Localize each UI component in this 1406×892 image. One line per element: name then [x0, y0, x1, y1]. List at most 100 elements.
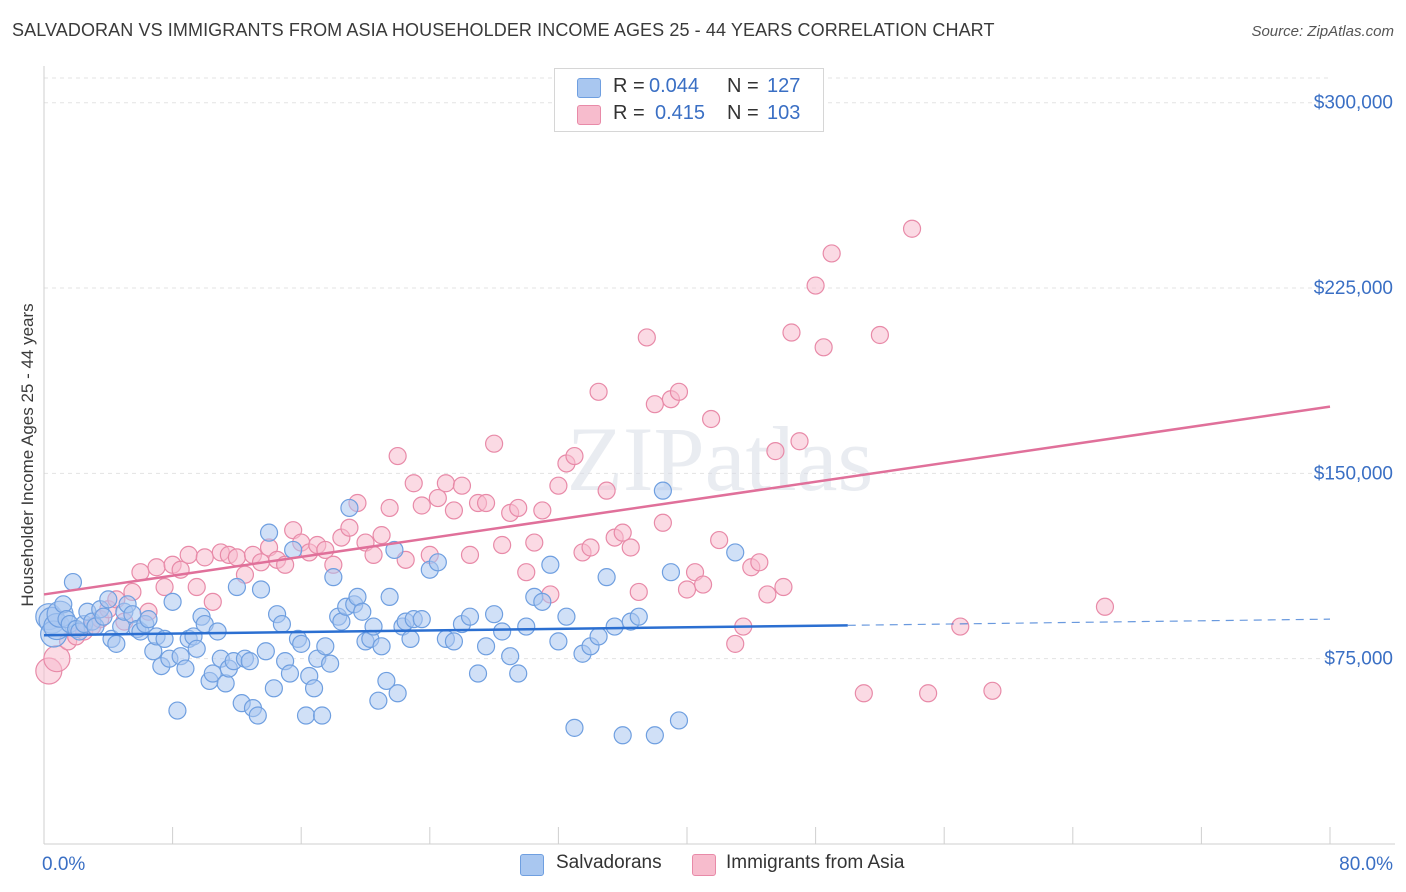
point-salvadorans: [533, 592, 552, 611]
point-immigrants-from-asia: [452, 476, 472, 495]
y-tick-label: $300,000: [1314, 93, 1393, 114]
point-immigrants-from-asia: [774, 577, 793, 597]
point-salvadorans: [517, 617, 536, 636]
point-immigrants-from-asia: [380, 498, 399, 518]
point-salvadorans: [468, 664, 488, 683]
point-immigrants-from-asia: [822, 244, 841, 263]
series-salvadorans: [35, 481, 745, 745]
point-immigrants-from-asia: [412, 496, 431, 515]
x-tick-labels: 0.0% 80.0%: [42, 854, 1393, 875]
point-salvadorans: [428, 553, 447, 572]
point-salvadorans: [187, 639, 206, 658]
point-immigrants-from-asia: [517, 563, 536, 582]
point-immigrants-from-asia: [493, 535, 512, 555]
point-immigrants-from-asia: [919, 684, 938, 703]
point-immigrants-from-asia: [814, 338, 833, 357]
legend-n-value: 103: [767, 102, 801, 124]
point-salvadorans: [139, 610, 158, 629]
point-salvadorans: [597, 568, 616, 587]
point-salvadorans: [240, 652, 259, 671]
point-salvadorans: [304, 679, 324, 698]
point-salvadorans: [94, 607, 113, 626]
watermark: ZIPatlas: [567, 408, 874, 510]
point-immigrants-from-asia: [485, 434, 504, 453]
point-salvadorans: [264, 679, 283, 698]
y-axis-label: Householder Income Ages 25 - 44 years: [18, 303, 37, 607]
legend-n-label: N =: [727, 102, 759, 124]
point-salvadorans: [168, 701, 187, 720]
point-salvadorans: [565, 718, 584, 737]
y-tick-labels: $75,000 $150,000 $225,000 $300,000: [1314, 93, 1393, 670]
legend-r-value: 0.044: [649, 75, 700, 97]
point-immigrants-from-asia: [637, 328, 656, 347]
point-immigrants-from-asia: [766, 442, 785, 461]
point-immigrants-from-asia: [645, 395, 664, 414]
point-salvadorans: [353, 602, 372, 621]
point-salvadorans: [380, 587, 399, 607]
point-salvadorans: [340, 498, 359, 518]
point-immigrants-from-asia: [131, 563, 150, 582]
trend-line-salvadorans: [43, 624, 848, 637]
legend-r-label: R =: [613, 75, 645, 97]
point-salvadorans: [377, 671, 396, 691]
point-salvadorans: [372, 637, 391, 656]
chart-title: SALVADORAN VS IMMIGRANTS FROM ASIA HOUSE…: [12, 20, 995, 40]
point-immigrants-from-asia: [187, 577, 206, 597]
point-salvadorans: [645, 726, 664, 745]
point-immigrants-from-asia: [589, 382, 608, 401]
point-salvadorans: [476, 637, 496, 656]
point-salvadorans: [401, 629, 420, 649]
point-immigrants-from-asia: [565, 446, 584, 466]
point-salvadorans: [412, 610, 431, 629]
point-immigrants-from-asia: [1095, 597, 1115, 616]
point-immigrants-from-asia: [726, 634, 745, 653]
point-immigrants-from-asia: [581, 538, 600, 557]
point-immigrants-from-asia: [613, 523, 632, 542]
point-salvadorans: [589, 627, 608, 646]
point-immigrants-from-asia: [806, 276, 825, 295]
point-immigrants-from-asia: [669, 382, 689, 401]
point-immigrants-from-asia: [702, 409, 721, 429]
point-salvadorans: [292, 634, 311, 653]
point-salvadorans: [227, 577, 246, 597]
point-salvadorans: [629, 607, 648, 626]
bottom-legend-label: Salvadorans: [556, 852, 662, 873]
legend: R = 0.044 N = 127 R = 0.415 N = 103: [554, 68, 824, 132]
point-salvadorans: [669, 711, 689, 730]
y-tick-label: $75,000: [1324, 649, 1393, 670]
point-immigrants-from-asia: [364, 545, 383, 564]
point-immigrants-from-asia: [621, 538, 640, 557]
trend-line-salvadorans-extension: [847, 618, 1331, 626]
point-immigrants-from-asia: [372, 526, 391, 545]
point-immigrants-from-asia: [629, 582, 648, 602]
point-salvadorans: [369, 691, 388, 710]
legend-swatch-salvadorans: [577, 78, 601, 98]
point-immigrants-from-asia: [388, 446, 407, 466]
point-immigrants-from-asia: [227, 548, 246, 567]
point-immigrants-from-asia: [509, 498, 528, 518]
point-salvadorans: [653, 481, 672, 500]
point-salvadorans: [661, 563, 681, 582]
point-immigrants-from-asia: [750, 553, 769, 572]
point-salvadorans: [388, 684, 407, 703]
point-immigrants-from-asia: [436, 474, 455, 493]
point-immigrants-from-asia: [316, 540, 335, 560]
point-salvadorans: [549, 632, 568, 651]
point-salvadorans: [208, 622, 227, 641]
bottom-legend-label: Immigrants from Asia: [726, 852, 905, 873]
point-salvadorans: [321, 654, 340, 673]
point-salvadorans: [385, 540, 404, 560]
point-immigrants-from-asia: [902, 219, 922, 238]
point-immigrants-from-asia: [155, 577, 174, 597]
point-immigrants-from-asia: [533, 501, 552, 520]
point-salvadorans: [557, 607, 576, 626]
point-immigrants-from-asia: [340, 518, 359, 537]
point-immigrants-from-asia: [147, 558, 166, 577]
point-immigrants-from-asia: [854, 684, 873, 703]
legend-n-label: N =: [727, 75, 759, 97]
point-salvadorans: [63, 572, 83, 592]
trend-line-immigrants-from-asia: [43, 405, 1331, 596]
point-salvadorans: [216, 674, 235, 693]
point-salvadorans: [284, 540, 303, 560]
point-salvadorans: [541, 555, 560, 574]
